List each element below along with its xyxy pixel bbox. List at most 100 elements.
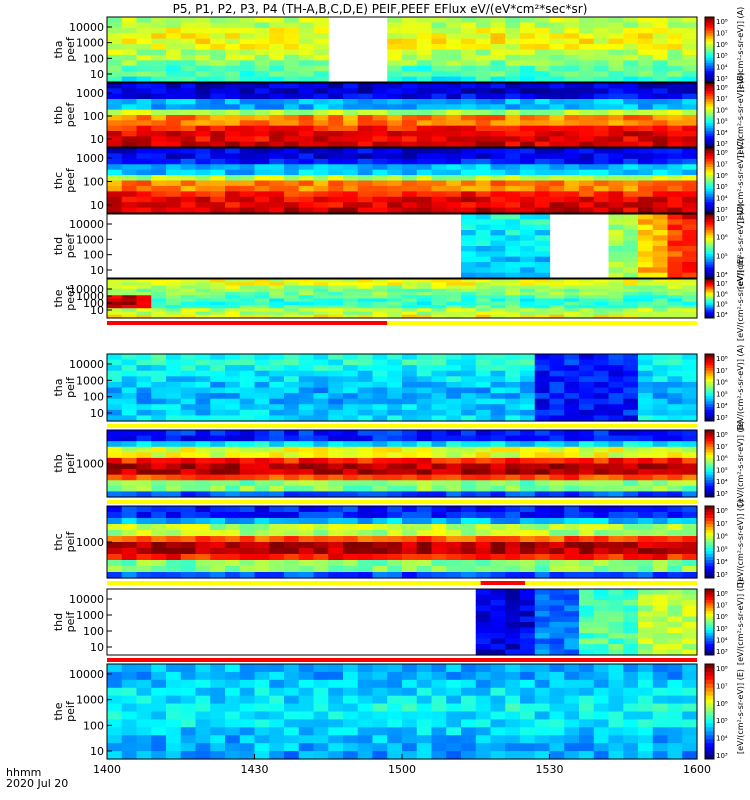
heatmap-cell <box>549 695 565 705</box>
heatmap-cell <box>682 404 698 411</box>
heatmap-cell <box>534 17 551 24</box>
heatmap-cell <box>652 370 669 377</box>
heatmap-cell <box>328 485 344 493</box>
heatmap-cell <box>343 751 359 760</box>
heatmap-cell <box>579 622 595 629</box>
y-axis-label-product: peef <box>64 233 77 259</box>
heatmap-cell <box>387 365 403 372</box>
colorbar-tick-label: 10⁵ <box>716 183 728 191</box>
heatmap-cell <box>357 104 374 111</box>
heatmap-cell <box>652 600 669 607</box>
heatmap-cell <box>682 76 698 83</box>
heatmap-cell <box>638 743 654 752</box>
heatmap-cell <box>490 148 506 155</box>
heatmap-cell <box>490 246 506 252</box>
heatmap-cell <box>593 719 610 728</box>
heatmap-cell <box>667 469 683 476</box>
heatmap-cell <box>416 474 433 481</box>
heatmap-cell <box>608 305 624 309</box>
heatmap-cell <box>254 44 270 51</box>
heatmap-cell <box>107 83 123 89</box>
heatmap-cell <box>549 719 565 728</box>
heatmap-cell <box>579 292 595 296</box>
heatmap-cell <box>593 671 610 681</box>
heatmap-cell <box>239 719 256 728</box>
heatmap-cell <box>652 141 669 148</box>
colorbar-swatch <box>705 641 714 645</box>
heatmap-cell <box>623 295 639 300</box>
heatmap-cell <box>210 566 226 573</box>
heatmap-cell <box>298 457 315 465</box>
heatmap-cell <box>431 381 447 389</box>
colorbar-frame <box>704 16 715 83</box>
heatmap-cell <box>593 548 610 555</box>
heatmap-cell <box>623 33 639 40</box>
heatmap-cell <box>608 398 624 405</box>
heatmap-cell <box>195 202 211 209</box>
heatmap-cell <box>313 196 329 203</box>
heatmap-cell <box>431 99 447 105</box>
heatmap-cell <box>269 542 285 549</box>
colorbar-frame <box>704 505 715 579</box>
heatmap-cell <box>593 109 610 116</box>
heatmap-cell <box>328 301 344 306</box>
heatmap-cell <box>593 594 610 601</box>
heatmap-cell <box>652 27 669 34</box>
heatmap-cell <box>387 54 403 61</box>
heatmap-cell <box>667 679 683 689</box>
heatmap-cell <box>239 202 256 209</box>
heatmap-cell <box>210 305 226 309</box>
heatmap-cell <box>387 711 403 721</box>
heatmap-cell <box>520 644 536 651</box>
heatmap-cell <box>166 104 182 111</box>
heatmap-cell <box>328 164 344 171</box>
heatmap-cell <box>446 17 462 24</box>
heatmap-cell <box>608 301 624 306</box>
heatmap-cell <box>431 44 447 51</box>
heatmap-cell <box>564 17 580 24</box>
heatmap-cell <box>505 109 521 116</box>
heatmap-cell <box>490 27 506 34</box>
heatmap-cell <box>534 136 551 143</box>
heatmap-cell <box>490 611 506 618</box>
heatmap-cell <box>638 469 654 476</box>
heatmap-cell <box>549 131 565 137</box>
heatmap-cell <box>136 664 152 673</box>
heatmap-cell <box>564 158 580 165</box>
heatmap-cell <box>461 474 477 481</box>
heatmap-cell <box>431 695 447 705</box>
heatmap-cell <box>210 719 226 728</box>
heatmap-cell <box>372 687 388 697</box>
colorbar-swatch <box>705 199 714 203</box>
heatmap-cell <box>564 22 580 29</box>
heatmap-cell <box>107 207 123 214</box>
y-axis-label-probe: thb <box>52 454 65 472</box>
heatmap-cell <box>357 131 374 137</box>
heatmap-cell <box>402 164 418 171</box>
heatmap-cell <box>593 512 610 519</box>
heatmap-cell <box>431 365 447 372</box>
heatmap-cell <box>225 109 241 116</box>
heatmap-cell <box>534 71 551 78</box>
heatmap-cell <box>520 214 536 220</box>
heatmap-cell <box>343 404 359 411</box>
heatmap-cell <box>475 214 492 220</box>
heatmap-cell <box>652 207 669 214</box>
heatmap-cell <box>151 446 167 453</box>
heatmap-cell <box>638 671 654 681</box>
heatmap-cell <box>225 311 241 316</box>
heatmap-cell <box>298 687 315 697</box>
heatmap-cell <box>136 148 152 155</box>
heatmap-cell <box>593 99 610 105</box>
heatmap-cell <box>195 572 211 579</box>
heatmap-cell <box>623 251 639 258</box>
heatmap-cell <box>682 671 698 681</box>
heatmap-cell <box>652 679 669 689</box>
heatmap-cell <box>652 727 669 736</box>
heatmap-cell <box>682 376 698 383</box>
panel-frame <box>106 588 698 656</box>
heatmap-cell <box>564 164 580 171</box>
heatmap-cell <box>682 530 698 537</box>
heatmap-cell <box>608 153 624 160</box>
heatmap-cell <box>402 54 418 61</box>
